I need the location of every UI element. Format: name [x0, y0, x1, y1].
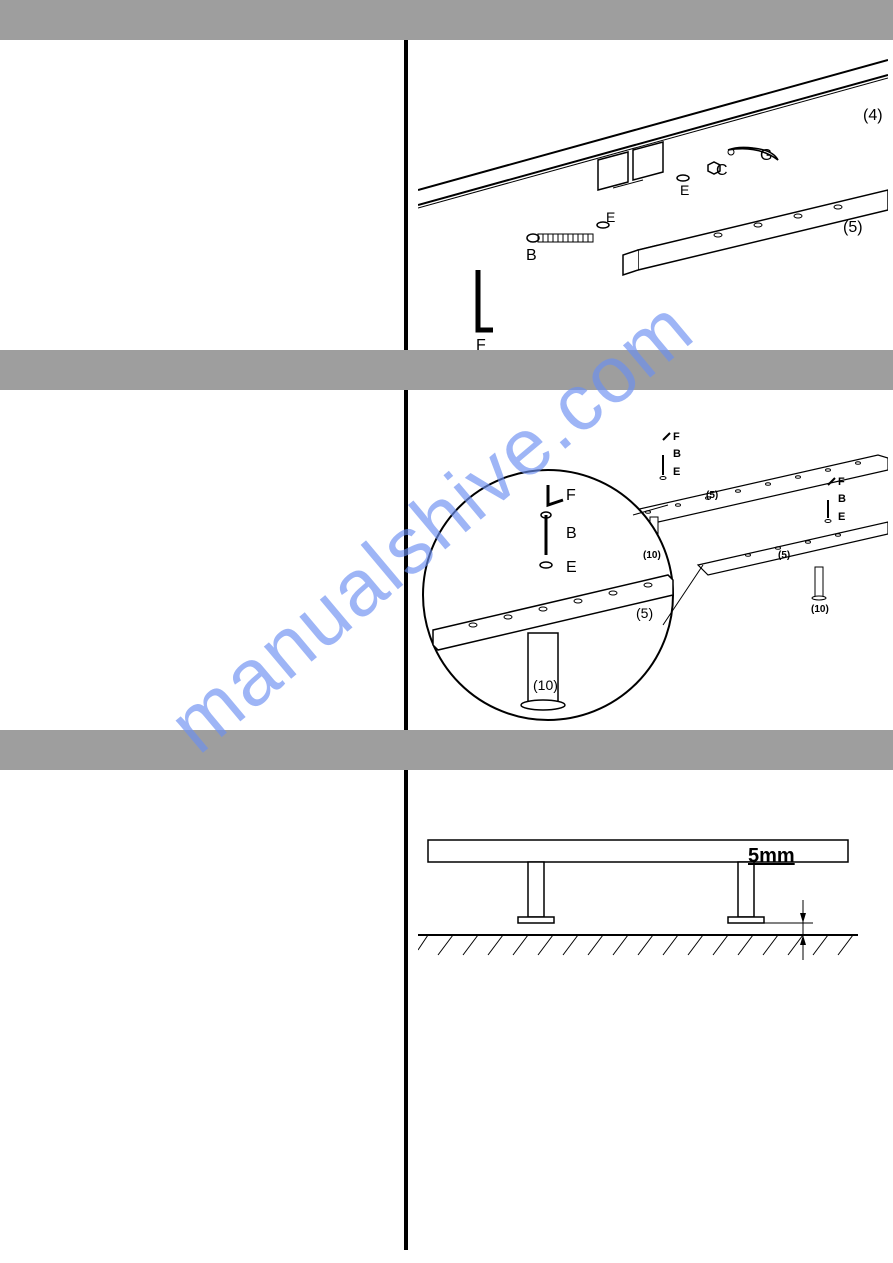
label-B: B — [526, 247, 537, 264]
r-5b: (5) — [778, 550, 790, 561]
header-bar-2 — [0, 350, 893, 390]
r2-E: E — [838, 511, 845, 523]
header-bar-1 — [0, 0, 893, 40]
section-2-left — [0, 390, 408, 730]
r2-F: F — [838, 476, 845, 488]
label-4: (4) — [863, 107, 883, 124]
r1-B: B — [673, 448, 681, 460]
r-5a: (5) — [706, 490, 718, 501]
label-E2: E — [606, 209, 615, 225]
circ-B: B — [566, 525, 577, 542]
diagram-3 — [418, 800, 888, 1000]
label-F: F — [476, 337, 486, 350]
circ-F: F — [566, 487, 576, 504]
r-10b: (10) — [811, 604, 829, 615]
section-1: (4) G C E E B (5) F — [0, 40, 893, 350]
section-3-right: 5mm — [408, 770, 893, 1250]
circ-E: E — [566, 559, 577, 576]
diagram-1: (4) G C E E B (5) F — [418, 50, 888, 350]
section-3-left — [0, 770, 408, 1250]
section-2: F B E F B E (5) (5) (10) (10) F B E (5) … — [0, 390, 893, 730]
section-1-left — [0, 40, 408, 350]
section-1-right: (4) G C E E B (5) F — [408, 40, 893, 350]
label-E1: E — [680, 182, 689, 198]
circ-5: (5) — [636, 605, 653, 621]
r2-B: B — [838, 493, 846, 505]
header-bar-3 — [0, 730, 893, 770]
r1-E: E — [673, 466, 680, 478]
section-2-right: F B E F B E (5) (5) (10) (10) F B E (5) … — [408, 390, 893, 730]
label-5: (5) — [843, 219, 863, 236]
diagram-2: F B E F B E (5) (5) (10) (10) F B E (5) … — [418, 400, 888, 730]
dimension-5mm: 5mm — [748, 845, 795, 868]
label-G: G — [760, 147, 772, 164]
r-10a: (10) — [643, 550, 661, 561]
r1-F: F — [673, 431, 680, 443]
section-3: 5mm — [0, 770, 893, 1250]
label-C: C — [716, 162, 728, 179]
circ-10: (10) — [533, 677, 558, 693]
